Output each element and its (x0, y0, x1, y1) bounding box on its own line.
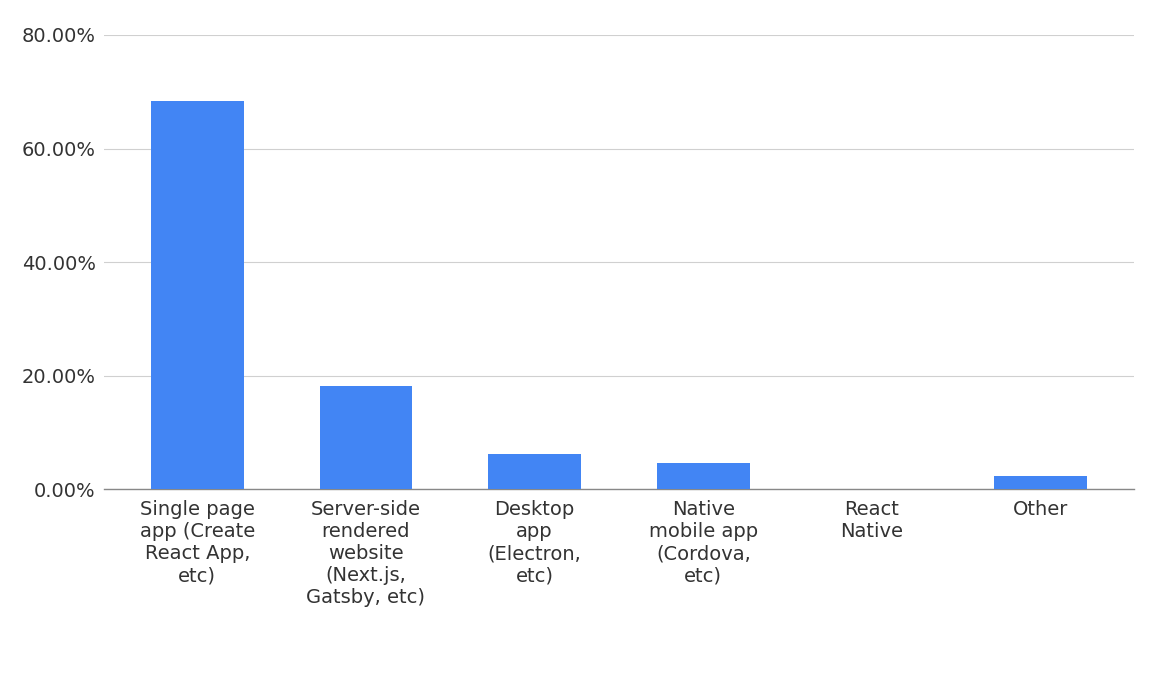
Bar (657, 463, 750, 489)
Bar (319, 386, 412, 489)
Bar (488, 454, 581, 489)
Bar (150, 101, 244, 489)
Bar (994, 475, 1088, 489)
